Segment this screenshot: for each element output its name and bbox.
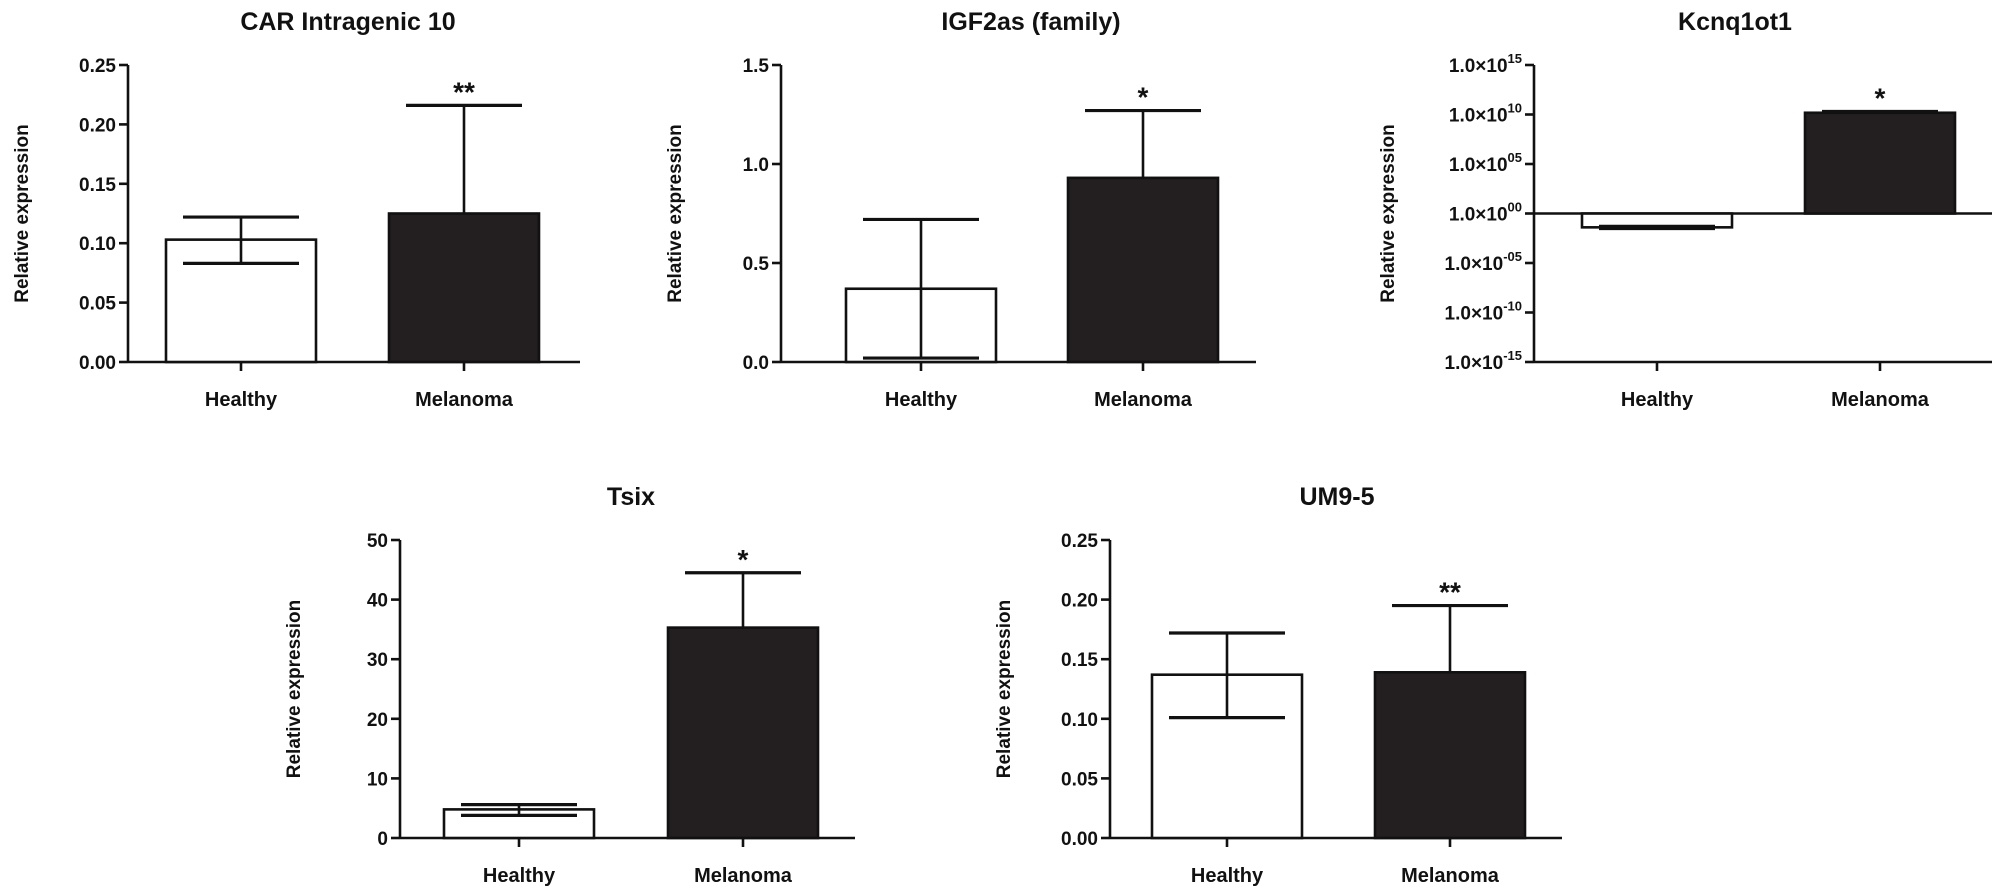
- bar-melanoma: [1373, 671, 1527, 840]
- tick-base: 1.0×10: [1449, 155, 1508, 176]
- significance-marker: *: [1875, 83, 1886, 114]
- tick-exponent: -10: [1503, 299, 1522, 314]
- y-axis-label: Relative expression: [994, 600, 1015, 778]
- tick-exponent: 10: [1508, 101, 1522, 116]
- y-tick-label: 1.0×1005: [1449, 150, 1522, 176]
- tick-base: 1.0×10: [1449, 205, 1508, 226]
- y-tick-label: 0.20: [1061, 591, 1098, 612]
- tick-base: 1.0×10: [1449, 106, 1508, 127]
- y-tick-label: 0.00: [1061, 829, 1098, 850]
- x-category-label: Healthy: [885, 389, 958, 411]
- y-tick-label: 0.10: [79, 234, 116, 255]
- x-category-label: Healthy: [1191, 865, 1264, 887]
- y-axis-label: Relative expression: [12, 124, 33, 302]
- bar-melanoma: [1803, 111, 1957, 215]
- chart-panel-5: UM9-5 Relative expression 0.00 0.05 0.10 0.15…: [994, 483, 1562, 887]
- y-tick-label: 0.25: [79, 56, 116, 77]
- y-tick-label: 20: [367, 710, 388, 731]
- x-category-label: Healthy: [205, 389, 278, 411]
- y-axis-label: Relative expression: [284, 600, 305, 778]
- significance-marker: *: [738, 544, 749, 575]
- chart-panel-4: Tsix Relative expression 0 10 20 30 40 50 Health…: [284, 483, 855, 887]
- y-tick-label: 0.20: [79, 115, 116, 136]
- x-category-label: Melanoma: [1094, 389, 1193, 411]
- y-tick-label: 0.05: [79, 294, 116, 315]
- y-tick-label: 50: [367, 531, 388, 552]
- x-category-label: Melanoma: [694, 865, 793, 887]
- y-tick-label: 30: [367, 650, 388, 671]
- y-tick-label: 1.0×1015: [1449, 51, 1522, 77]
- bar-melanoma: [387, 212, 541, 364]
- y-tick-label: 1.0×1010: [1449, 101, 1522, 127]
- bar-melanoma: [1066, 176, 1220, 364]
- y-tick-label: 1.0: [743, 155, 769, 176]
- y-tick-label: 1.5: [743, 56, 770, 77]
- tick-base: 1.0×10: [1445, 254, 1504, 275]
- tick-exponent: -15: [1503, 348, 1522, 363]
- significance-marker: *: [1138, 82, 1149, 113]
- x-category-label: Healthy: [483, 865, 556, 887]
- y-tick-label: 0.15: [79, 175, 116, 196]
- y-tick-label: 1.0×10-15: [1445, 348, 1522, 374]
- tick-exponent: 00: [1508, 200, 1522, 215]
- y-axis-label: Relative expression: [1378, 124, 1399, 302]
- tick-base: 1.0×10: [1445, 353, 1504, 374]
- x-category-label: Healthy: [1621, 389, 1694, 411]
- chart-panel-2: IGF2as (family) Relative expression 0.0 0.5…: [665, 8, 1256, 411]
- y-tick-label: 0.05: [1061, 769, 1098, 790]
- tick-exponent: 05: [1508, 150, 1522, 165]
- tick-base: 1.0×10: [1449, 56, 1508, 77]
- tick-exponent: 15: [1508, 51, 1522, 66]
- y-axis-label: Relative expression: [665, 124, 686, 302]
- y-tick-label: 1.0×10-10: [1445, 299, 1522, 325]
- y-tick-label: 0: [377, 829, 388, 850]
- bar-melanoma: [666, 626, 820, 840]
- y-tick-label: 0.5: [743, 254, 770, 275]
- y-tick-label: 1.0×1000: [1449, 200, 1522, 226]
- tick-base: 1.0×10: [1445, 304, 1504, 325]
- tick-exponent: -05: [1503, 249, 1522, 264]
- significance-marker: **: [453, 76, 475, 107]
- x-category-label: Melanoma: [1401, 865, 1500, 887]
- y-tick-label: 0.25: [1061, 531, 1098, 552]
- x-category-label: Melanoma: [1831, 389, 1930, 411]
- y-tick-label: 40: [367, 591, 388, 612]
- chart-title: Kcnq1ot1: [1678, 8, 1792, 36]
- y-tick-label: 0.15: [1061, 650, 1098, 671]
- y-tick-label: 10: [367, 769, 388, 790]
- y-tick-label: 1.0×10-05: [1445, 249, 1522, 275]
- y-tick-label: 0.0: [743, 353, 769, 374]
- chart-panel-1: CAR Intragenic 10 Relative expression 0.00…: [12, 8, 580, 411]
- x-category-label: Melanoma: [415, 389, 514, 411]
- y-tick-label: 0.10: [1061, 710, 1098, 731]
- y-tick-label: 0.00: [79, 353, 116, 374]
- chart-title: UM9-5: [1299, 483, 1374, 511]
- chart-title: CAR Intragenic 10: [240, 8, 455, 36]
- chart-title: IGF2as (family): [941, 8, 1120, 36]
- chart-title: Tsix: [607, 483, 655, 511]
- significance-marker: **: [1439, 577, 1461, 608]
